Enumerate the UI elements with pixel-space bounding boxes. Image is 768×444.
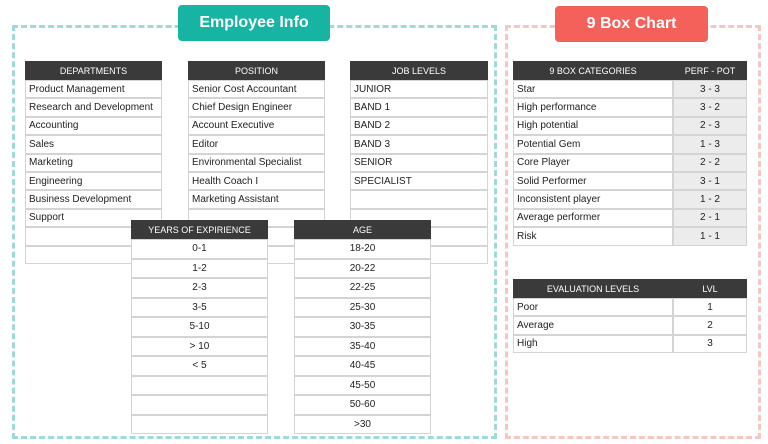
table-cell: 2 - 1	[673, 208, 747, 228]
table-cell: Editor	[188, 135, 325, 154]
table-cell: 5-10	[131, 317, 268, 337]
table-cell: 1 - 2	[673, 190, 747, 209]
table-cell: 2	[673, 316, 747, 335]
table-cell: Product Management	[25, 80, 162, 99]
table-cell: Engineering	[25, 172, 162, 191]
table-cell: 1-2	[131, 258, 268, 278]
table-cell: 18-20	[294, 239, 431, 259]
table-header: DEPARTMENTS	[25, 61, 162, 80]
table-cell: 2 - 3	[673, 116, 747, 136]
table-cell: BAND 3	[350, 135, 488, 154]
table-cell: BAND 1	[350, 98, 488, 117]
table-cell: SPECIALIST	[350, 172, 488, 191]
table-cell: Sales	[25, 135, 162, 154]
table-cell: 20-22	[294, 258, 431, 278]
table-cell: > 10	[131, 336, 268, 356]
table-cell: JUNIOR	[350, 80, 488, 99]
table-header: JOB LEVELS	[350, 61, 488, 80]
table-cell: 2-3	[131, 278, 268, 298]
table-cell: 35-40	[294, 336, 431, 356]
table-cell: Risk	[513, 227, 673, 246]
table-cell: 3	[673, 334, 747, 354]
table-cell: High	[513, 334, 673, 354]
table-cell: BAND 2	[350, 116, 488, 136]
badge: 9 Box Chart	[555, 6, 708, 42]
table-cell: >30	[294, 414, 431, 434]
empty-cell	[131, 414, 268, 434]
table-cell: 2 - 2	[673, 153, 747, 172]
empty-cell	[131, 375, 268, 395]
table-cell: Inconsistent player	[513, 190, 673, 209]
table-cell: Support	[25, 208, 162, 228]
table-cell: Account Executive	[188, 116, 325, 136]
table-header: AGE	[294, 220, 431, 239]
table-cell: Research and Development	[25, 98, 162, 117]
table-cell: High potential	[513, 116, 673, 136]
table-header: LVL	[673, 279, 747, 298]
empty-cell	[350, 190, 488, 209]
table-cell: SENIOR	[350, 153, 488, 172]
table-cell: 45-50	[294, 375, 431, 395]
table-cell: 3 - 1	[673, 172, 747, 191]
table-cell: Accounting	[25, 116, 162, 136]
table-cell: 0-1	[131, 239, 268, 259]
table-cell: High performance	[513, 98, 673, 117]
table-cell: 3-5	[131, 297, 268, 317]
table-cell: 25-30	[294, 297, 431, 317]
empty-cell	[131, 395, 268, 415]
table-cell: Core Player	[513, 153, 673, 172]
table-cell: Chief Design Engineer	[188, 98, 325, 117]
table-cell: 1 - 3	[673, 135, 747, 154]
table-cell: 40-45	[294, 356, 431, 376]
table-header: EVALUATION LEVELS	[513, 279, 673, 298]
table-cell: Average performer	[513, 208, 673, 228]
table-cell: 30-35	[294, 317, 431, 337]
table-cell: Star	[513, 80, 673, 99]
badge: Employee Info	[178, 5, 330, 41]
table-header: YEARS OF EXPIRIENCE	[131, 220, 268, 239]
table-cell: Potential Gem	[513, 135, 673, 154]
table-header: POSITION	[188, 61, 325, 80]
table-cell: 1	[673, 298, 747, 317]
table-cell: Average	[513, 316, 673, 335]
table-header: PERF - POT	[673, 61, 747, 80]
table-cell: Poor	[513, 298, 673, 317]
table-cell: Business Development	[25, 190, 162, 209]
table-cell: Senior Cost Accountant	[188, 80, 325, 99]
table-cell: Solid Performer	[513, 172, 673, 191]
table-cell: Marketing Assistant	[188, 190, 325, 209]
table-cell: < 5	[131, 356, 268, 376]
table-cell: Marketing	[25, 153, 162, 172]
table-cell: 3 - 2	[673, 98, 747, 117]
table-cell: Health Coach I	[188, 172, 325, 191]
table-cell: Environmental Specialist	[188, 153, 325, 172]
table-header: 9 BOX CATEGORIES	[513, 61, 673, 80]
table-cell: 1 - 1	[673, 227, 747, 246]
table-cell: 50-60	[294, 395, 431, 415]
table-cell: 22-25	[294, 278, 431, 298]
table-cell: 3 - 3	[673, 80, 747, 99]
